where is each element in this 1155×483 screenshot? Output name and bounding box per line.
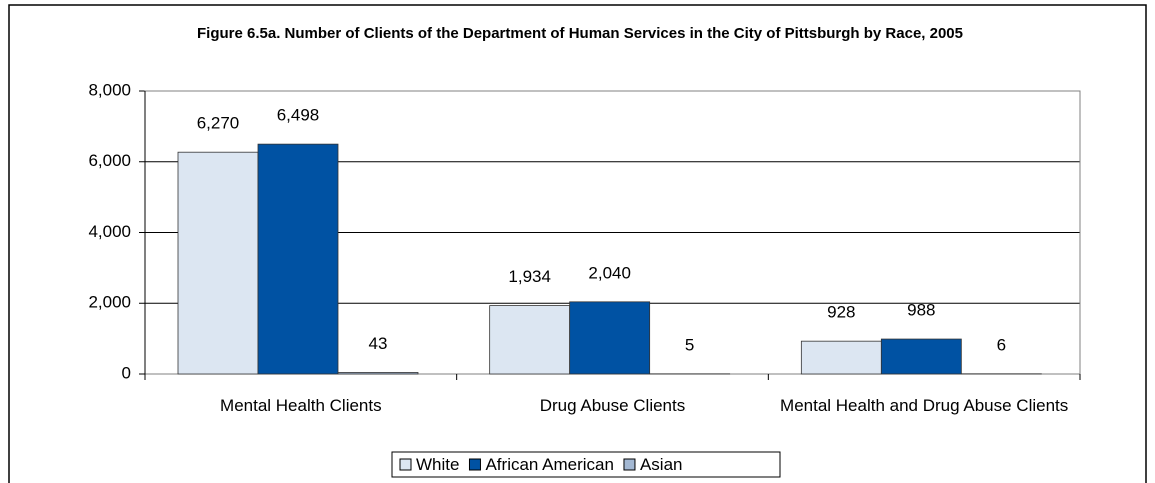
x-tick-label: Mental Health and Drug Abuse Clients <box>780 396 1069 415</box>
legend-label: White <box>416 455 459 474</box>
bar <box>880 338 962 375</box>
data-label: 2,040 <box>588 263 631 282</box>
y-tick-label: 6,000 <box>88 151 131 170</box>
x-tick-label: Drug Abuse Clients <box>539 396 686 415</box>
data-label: 1,934 <box>508 267 551 286</box>
bar <box>569 301 651 375</box>
y-tick-label: 4,000 <box>88 222 131 241</box>
data-label: 928 <box>827 303 855 322</box>
x-tick-label: Mental Health Clients <box>220 396 382 415</box>
bar <box>489 305 571 375</box>
legend-box <box>391 451 781 478</box>
data-label: 988 <box>907 301 935 320</box>
frame <box>8 4 1147 483</box>
bar <box>257 143 339 375</box>
data-label: 43 <box>369 334 388 353</box>
y-tick-label: 8,000 <box>88 80 131 99</box>
legend-swatch <box>623 458 636 471</box>
data-label: 6,498 <box>277 106 320 125</box>
y-tick-label: 2,000 <box>88 293 131 312</box>
data-label: 6,270 <box>197 114 240 133</box>
data-label: 5 <box>685 335 694 354</box>
bar <box>800 340 882 375</box>
legend-swatch <box>468 458 481 471</box>
legend-swatch <box>399 458 412 471</box>
bar <box>337 372 419 375</box>
legend-label: Asian <box>640 455 683 474</box>
legend-label: African American <box>485 455 614 474</box>
bar <box>177 151 259 375</box>
chart-title: Figure 6.5a. Number of Clients of the De… <box>197 25 963 42</box>
data-label: 6 <box>997 335 1006 354</box>
y-tick-label: 0 <box>122 363 131 382</box>
